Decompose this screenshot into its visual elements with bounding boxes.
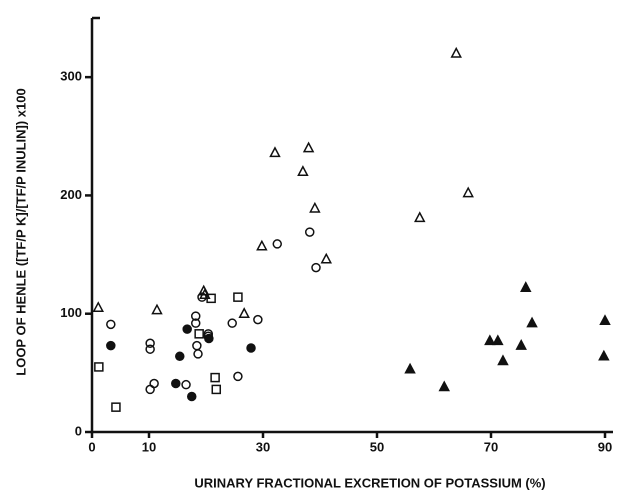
point xyxy=(302,141,315,153)
point xyxy=(175,351,185,362)
y-tick-label: 300 xyxy=(60,69,82,84)
point xyxy=(515,339,527,350)
point xyxy=(320,252,333,264)
point xyxy=(297,165,309,177)
x-tick-label: 50 xyxy=(370,439,384,454)
point xyxy=(233,371,243,382)
point xyxy=(182,324,192,334)
y-tick-label: 200 xyxy=(60,187,82,202)
point xyxy=(145,344,155,354)
point xyxy=(246,343,256,353)
point xyxy=(192,340,202,351)
point xyxy=(145,338,155,349)
point xyxy=(404,362,416,374)
point xyxy=(190,318,201,328)
point xyxy=(187,391,197,402)
point xyxy=(193,349,203,359)
point xyxy=(309,201,321,213)
point xyxy=(438,380,451,392)
point xyxy=(598,349,610,361)
point xyxy=(111,402,121,412)
point xyxy=(272,239,282,249)
x-tick-label: 90 xyxy=(598,439,612,454)
point xyxy=(171,378,181,389)
point xyxy=(253,314,263,325)
point xyxy=(304,227,315,237)
point xyxy=(526,316,538,328)
point xyxy=(520,281,532,292)
point xyxy=(497,354,509,366)
point xyxy=(211,384,222,395)
x-tick-label: 30 xyxy=(256,439,270,454)
point xyxy=(204,333,214,344)
point xyxy=(450,46,462,58)
point xyxy=(227,318,237,328)
point xyxy=(269,146,281,158)
point xyxy=(197,292,207,302)
point xyxy=(106,340,116,351)
y-tick-label: 100 xyxy=(60,305,82,320)
point xyxy=(92,301,105,313)
point xyxy=(145,384,155,395)
x-axis-label: URINARY FRACTIONAL EXCRETION OF POTASSIU… xyxy=(194,475,545,490)
point xyxy=(414,211,426,223)
x-tick-label: 0 xyxy=(88,439,95,454)
point xyxy=(599,314,611,326)
point xyxy=(238,307,250,318)
point xyxy=(311,262,321,273)
y-axis-label: LOOP OF HENLE ([TF/P K]/[TF/P INULIN]) x… xyxy=(13,88,28,375)
point xyxy=(194,329,204,339)
point xyxy=(492,334,504,346)
point xyxy=(106,319,116,330)
x-tick-label: 10 xyxy=(142,439,156,454)
point xyxy=(151,303,163,315)
point xyxy=(233,292,243,302)
point xyxy=(94,362,104,372)
point xyxy=(210,372,220,383)
y-tick-label: 0 xyxy=(75,423,82,438)
point xyxy=(181,379,191,390)
point xyxy=(206,293,216,304)
point xyxy=(484,334,496,346)
point xyxy=(462,186,474,198)
point xyxy=(256,239,268,251)
axes xyxy=(90,18,613,434)
x-tick-label: 70 xyxy=(484,439,498,454)
point xyxy=(190,311,201,321)
